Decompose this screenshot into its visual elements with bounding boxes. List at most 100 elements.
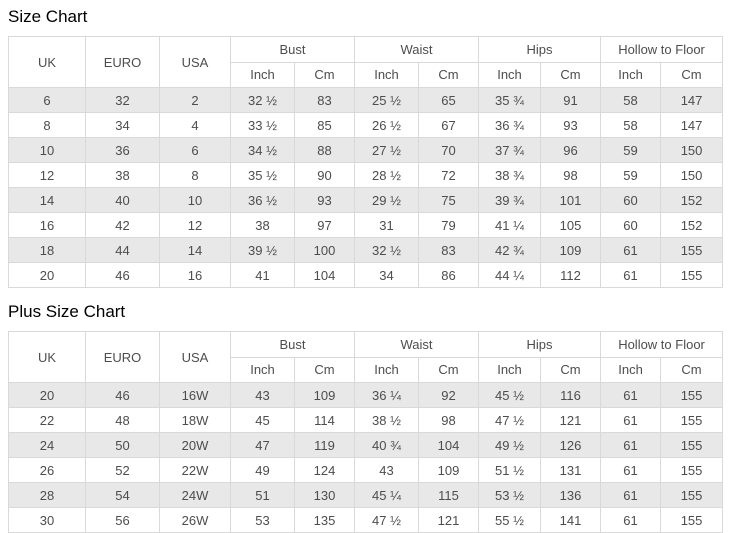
unit-header-cm: Cm [418, 61, 480, 88]
table-cell: 98 [418, 407, 480, 433]
table-cell: 109 [293, 382, 356, 408]
column-group-hips: Hips [478, 36, 602, 63]
table-cell: 44 ¼ [478, 262, 542, 288]
column-group-hollow-to-floor: Hollow to Floor [600, 331, 724, 358]
table-cell: 51 [230, 482, 295, 508]
table-cell: 49 ½ [478, 432, 542, 458]
table-cell: 58 [600, 87, 662, 113]
table-cell: 43 [230, 382, 295, 408]
table-cell: 36 ¾ [478, 112, 542, 138]
table-cell: 16 [8, 212, 86, 238]
table-cell: 20W [159, 432, 231, 458]
unit-header-cm: Cm [660, 356, 724, 383]
table-cell: 36 [85, 137, 160, 163]
table-cell: 32 ½ [354, 237, 420, 263]
table-row: 16 42 12 38 97 31 79 41 ¼ 105 60 152 [8, 212, 724, 238]
table-cell: 152 [660, 212, 724, 238]
table-cell: 136 [540, 482, 602, 508]
table-cell: 16W [159, 382, 231, 408]
table-cell: 30 [8, 507, 86, 533]
header-row-groups: UK EURO USA Bust Waist Hips Hollow to Fl… [8, 331, 724, 383]
table-cell: 155 [660, 407, 724, 433]
unit-header-inch: Inch [600, 61, 662, 88]
table-cell: 6 [8, 87, 86, 113]
table-cell: 42 [85, 212, 160, 238]
header-row-units: Inch Cm Inch Cm Inch Cm Inch Cm [9, 356, 724, 383]
table-cell: 92 [418, 382, 480, 408]
table-cell: 72 [418, 162, 480, 188]
table-cell: 141 [540, 507, 602, 533]
table-cell: 4 [159, 112, 231, 138]
table-cell: 43 [354, 457, 420, 483]
table-cell: 91 [540, 87, 602, 113]
table-cell: 40 [85, 187, 160, 213]
table-cell: 152 [660, 187, 724, 213]
table-cell: 155 [660, 482, 724, 508]
table-cell: 155 [660, 262, 724, 288]
table-cell: 38 [230, 212, 295, 238]
table-cell: 121 [540, 407, 602, 433]
table-cell: 55 ½ [478, 507, 542, 533]
unit-header-cm: Cm [418, 356, 480, 383]
column-header-usa: USA [159, 331, 231, 383]
table-cell: 61 [600, 262, 662, 288]
table-cell: 109 [418, 457, 480, 483]
table-row: 28 54 24W 51 130 45 ¼ 115 53 ½ 136 61 155 [8, 482, 724, 508]
table-cell: 20 [8, 262, 86, 288]
table-cell: 93 [293, 187, 356, 213]
unit-header-cm: Cm [540, 61, 602, 88]
unit-header-cm: Cm [660, 61, 724, 88]
size-chart-table: UK EURO USA Bust Waist Hips Hollow to Fl… [8, 36, 724, 288]
table-cell: 61 [600, 237, 662, 263]
table-cell: 44 [85, 237, 160, 263]
column-header-usa: USA [159, 36, 231, 88]
table-cell: 18 [8, 237, 86, 263]
table-cell: 36 ½ [230, 187, 295, 213]
plus-size-chart-title: Plus Size Chart [8, 302, 126, 321]
column-group-waist: Waist [354, 36, 480, 63]
table-cell: 60 [600, 212, 662, 238]
table-row: 22 48 18W 45 114 38 ½ 98 47 ½ 121 61 155 [8, 407, 724, 433]
column-group-hollow-to-floor: Hollow to Floor [600, 36, 724, 63]
table-cell: 135 [293, 507, 356, 533]
table-cell: 38 ½ [354, 407, 420, 433]
table-row: 26 52 22W 49 124 43 109 51 ½ 131 61 155 [8, 457, 724, 483]
plus-size-chart-table: UK EURO USA Bust Waist Hips Hollow to Fl… [8, 331, 724, 533]
table-cell: 59 [600, 162, 662, 188]
column-header-uk: UK [8, 36, 86, 88]
table-cell: 53 ½ [478, 482, 542, 508]
unit-header-cm: Cm [293, 61, 356, 88]
table-cell: 32 ½ [230, 87, 295, 113]
table-cell: 35 ¾ [478, 87, 542, 113]
table-cell: 2 [159, 87, 231, 113]
table-cell: 61 [600, 482, 662, 508]
table-cell: 28 ½ [354, 162, 420, 188]
table-cell: 27 ½ [354, 137, 420, 163]
table-cell: 38 [85, 162, 160, 188]
column-group-bust: Bust [229, 331, 356, 358]
header-row-units: Inch Cm Inch Cm Inch Cm Inch Cm [9, 61, 724, 88]
table-cell: 58 [600, 112, 662, 138]
table-cell: 56 [85, 507, 160, 533]
table-cell: 126 [540, 432, 602, 458]
table-cell: 14 [8, 187, 86, 213]
table-cell: 147 [660, 112, 724, 138]
table-cell: 32 [85, 87, 160, 113]
table-row: 20 46 16W 43 109 36 ¼ 92 45 ½ 116 61 155 [8, 382, 724, 408]
table-cell: 22W [159, 457, 231, 483]
table-cell: 10 [159, 187, 231, 213]
table-cell: 155 [660, 507, 724, 533]
table-cell: 8 [159, 162, 231, 188]
table-cell: 35 ½ [230, 162, 295, 188]
table-cell: 29 ½ [354, 187, 420, 213]
table-cell: 131 [540, 457, 602, 483]
table-cell: 104 [418, 432, 480, 458]
column-group-waist: Waist [354, 331, 480, 358]
table-cell: 47 ½ [478, 407, 542, 433]
table-cell: 116 [540, 382, 602, 408]
table-cell: 6 [159, 137, 231, 163]
unit-header-inch: Inch [354, 61, 420, 88]
table-cell: 119 [293, 432, 356, 458]
table-cell: 85 [293, 112, 356, 138]
table-cell: 79 [418, 212, 480, 238]
